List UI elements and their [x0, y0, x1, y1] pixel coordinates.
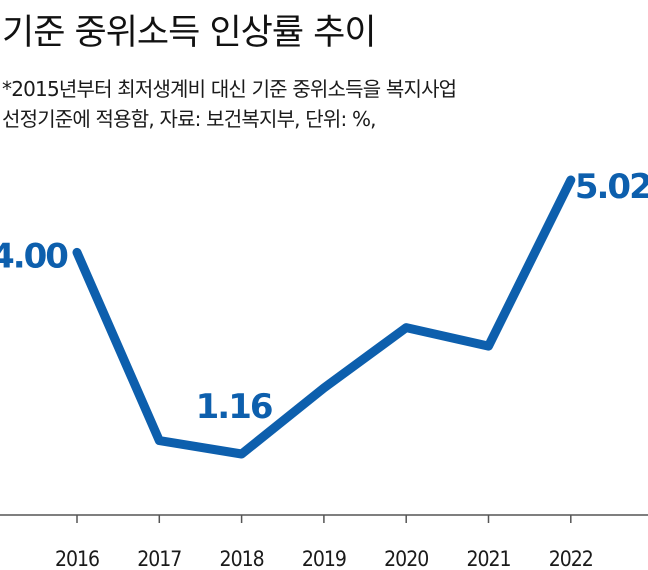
data-label: 5.02 — [575, 167, 648, 207]
x-tick-label: 2016 — [55, 547, 99, 570]
chart-title: 기준 중위소득 인상률 추이 — [2, 13, 377, 53]
x-tick-label: 2018 — [220, 547, 264, 570]
x-tick-label: 2019 — [302, 547, 346, 570]
series-line — [72, 175, 576, 459]
subtitle-line-2: 선정기준에 적용함, 자료: 보건복지부, 단위: %, — [2, 107, 377, 131]
x-tick-label: 2020 — [384, 547, 428, 570]
data-label: 1.16 — [196, 387, 272, 427]
x-tick-label: 2017 — [137, 547, 181, 570]
data-label: 4.00 — [0, 236, 68, 276]
subtitle-line-1: *2015년부터 최저생계비 대신 기준 중위소득을 복지사업 — [2, 77, 457, 101]
x-tick-label: 2021 — [466, 547, 510, 570]
x-tick-label: 2022 — [549, 547, 593, 570]
chart-subtitle: *2015년부터 최저생계비 대신 기준 중위소득을 복지사업 선정기준에 적용… — [2, 74, 642, 134]
